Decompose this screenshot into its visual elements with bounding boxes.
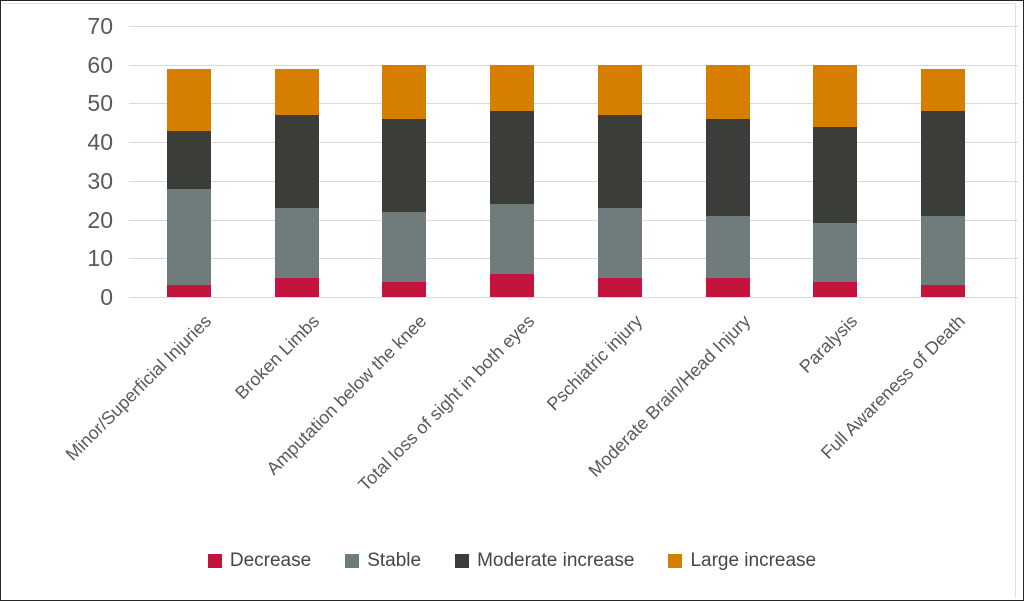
bar-segment-moderate-increase: [813, 127, 857, 223]
bar-segment-moderate-increase: [167, 131, 211, 189]
bar-segment-moderate-increase: [921, 111, 965, 216]
legend-item-large-increase: Large increase: [668, 550, 816, 572]
legend-swatch: [455, 554, 470, 568]
gridline-20: [129, 220, 1018, 221]
bar-segment-large-increase: [382, 65, 426, 119]
bar-segment-stable: [167, 189, 211, 285]
legend-swatch: [207, 554, 222, 568]
legend-item-stable: Stable: [345, 550, 421, 572]
bar-segment-moderate-increase: [706, 119, 750, 216]
bar-segment-decrease: [167, 285, 211, 297]
chart-area-border-right: [1015, 3, 1016, 598]
bar-segment-stable: [275, 208, 319, 278]
legend-label: Stable: [367, 550, 422, 571]
y-tick-label-70: 70: [87, 13, 113, 39]
legend-label: Moderate increase: [477, 550, 635, 571]
y-tick-label-40: 40: [87, 129, 113, 155]
legend-item-decrease: Decrease: [207, 550, 312, 572]
bar-segment-decrease: [921, 285, 965, 297]
bar-segment-stable: [813, 223, 857, 282]
bar-segment-large-increase: [275, 69, 319, 115]
legend-label: Decrease: [229, 550, 312, 571]
legend-item-moderate-increase: Moderate increase: [455, 550, 634, 572]
bar-segment-large-increase: [598, 65, 642, 115]
bar-segment-moderate-increase: [275, 115, 319, 208]
chart-area-border-top: [3, 3, 1016, 4]
y-tick-label-30: 30: [87, 168, 113, 194]
bar-segment-large-increase: [167, 69, 211, 131]
bar-segment-large-increase: [490, 65, 534, 111]
legend-swatch: [345, 554, 360, 568]
x-axis-label-text: Broken Limbs: [231, 311, 324, 403]
bar-segment-large-increase: [813, 65, 857, 127]
x-axis-label-text: Pschiatric injury: [542, 311, 647, 415]
bar-segment-large-increase: [921, 69, 965, 111]
bar-segment-stable: [598, 208, 642, 278]
bar-segment-stable: [921, 216, 965, 285]
bar-segment-stable: [490, 204, 534, 274]
x-axis-label-text: Paralysis: [795, 311, 862, 377]
gridline-10: [129, 258, 1018, 259]
gridline-30: [129, 181, 1018, 182]
bar-segment-decrease: [706, 278, 750, 297]
bar-segment-stable: [706, 216, 750, 278]
gridline-60: [129, 65, 1018, 66]
bar-segment-decrease: [813, 282, 857, 297]
bar-segment-stable: [382, 212, 426, 282]
legend: Decrease Stable Moderate increase Large inc…: [1, 550, 1023, 572]
x-axis-label-text: Minor/Superficial Injuries: [61, 311, 216, 465]
gridline-40: [129, 142, 1018, 143]
gridline-50: [129, 103, 1018, 104]
bar-segment-moderate-increase: [382, 119, 426, 212]
gridline-0: [129, 297, 1018, 298]
bar-segment-moderate-increase: [598, 115, 642, 208]
y-tick-label-20: 20: [87, 207, 113, 233]
y-tick-label-10: 10: [87, 245, 113, 271]
y-tick-label-0: 0: [100, 284, 113, 310]
bar-segment-moderate-increase: [490, 111, 534, 204]
x-axis-label-text: Total loss of sight in both eyes: [354, 311, 539, 495]
legend-label: Large increase: [690, 550, 817, 571]
y-tick-label-60: 60: [87, 52, 113, 78]
y-tick-label-50: 50: [87, 90, 113, 116]
gridline-70: [129, 26, 1018, 27]
bar-segment-decrease: [275, 278, 319, 297]
legend-swatch: [668, 554, 683, 568]
bar-segment-decrease: [490, 274, 534, 297]
bar-segment-large-increase: [706, 65, 750, 119]
bar-segment-decrease: [598, 278, 642, 297]
bar-segment-decrease: [382, 282, 426, 297]
